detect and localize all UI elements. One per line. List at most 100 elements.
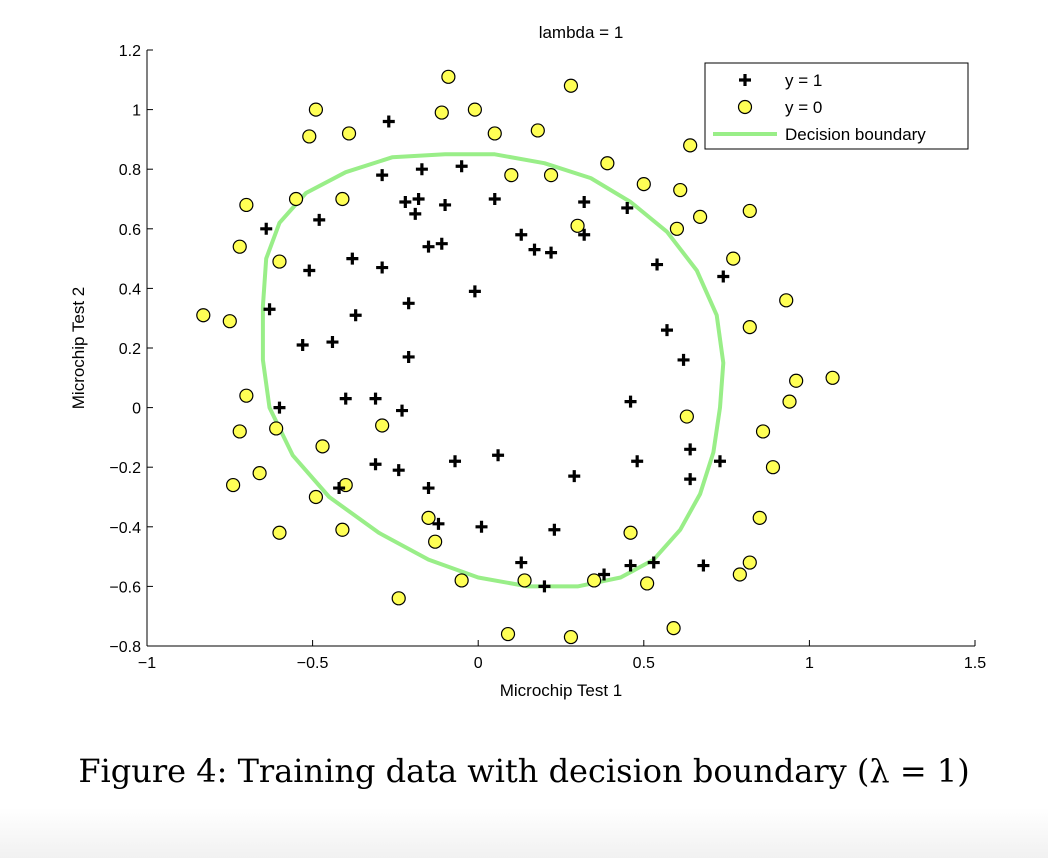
data-point-y0 (269, 421, 284, 436)
x-tick-label: −1 (138, 655, 156, 672)
data-point-y1 (326, 336, 339, 349)
data-point-y1 (412, 193, 425, 205)
x-tick-label: 0 (474, 655, 483, 672)
data-point-y0 (789, 373, 804, 388)
y-tick-label: 0.2 (119, 341, 141, 358)
data-point-y1 (647, 556, 660, 569)
data-point-y1 (468, 285, 481, 298)
data-point-y1 (488, 193, 501, 205)
data-point-y1 (651, 258, 664, 271)
data-point-y1 (515, 228, 528, 241)
data-point-y1 (697, 559, 710, 572)
legend-label: y = 1 (785, 71, 822, 90)
data-point-y0 (517, 573, 532, 588)
legend-marker-y1 (739, 74, 751, 86)
scatter-chart: −1 −0.5 0 0.5 1 1.5 −0.8 −0.6 −0.4 −0.2 0 0.2 0.4 0.6… (69, 23, 986, 700)
data-point-y0 (308, 489, 324, 505)
data-point-y1 (439, 198, 452, 211)
data-point-y0 (239, 197, 254, 213)
data-point-y0 (636, 177, 651, 192)
data-point-y1 (455, 160, 468, 173)
data-point-y1 (578, 228, 591, 241)
data-point-y1 (392, 464, 405, 477)
data-point-y1 (402, 350, 415, 363)
data-point-y0 (222, 314, 237, 329)
data-point-y1 (677, 353, 690, 366)
data-point-y0 (752, 510, 767, 525)
data-point-y0 (679, 409, 694, 424)
data-point-y0 (765, 460, 781, 475)
data-point-y0 (272, 254, 287, 269)
y-tick-label: 0 (132, 401, 141, 418)
data-point-y1 (349, 309, 362, 322)
data-point-y0 (252, 466, 267, 481)
legend-marker-y0 (737, 99, 753, 115)
data-point-y0 (726, 251, 741, 266)
data-point-y1 (296, 339, 309, 352)
data-point-y0 (779, 293, 794, 308)
data-point-y1 (624, 395, 637, 408)
data-point-y0 (441, 69, 456, 84)
data-point-y1 (545, 246, 558, 259)
data-point-y0 (315, 439, 330, 454)
data-point-y0 (421, 510, 436, 525)
page-bottom-shadow (0, 808, 1048, 858)
data-point-y1 (260, 222, 273, 235)
data-point-y0 (335, 191, 350, 207)
y-tick-label: 0.6 (119, 222, 141, 239)
y-axis-label: Microchip Test 2 (69, 287, 88, 410)
data-point-y0 (732, 567, 747, 582)
data-point-y0 (454, 573, 469, 588)
data-point-y1 (369, 392, 382, 405)
data-point-y1 (422, 240, 435, 253)
data-point-y0 (563, 78, 579, 93)
data-point-y0 (467, 102, 482, 117)
data-point-y0 (669, 221, 685, 236)
data-point-y0 (239, 388, 254, 403)
x-tick-label: −0.5 (297, 655, 329, 672)
data-point-y0 (782, 394, 797, 409)
data-point-y1 (713, 455, 726, 468)
data-point-y0 (570, 218, 585, 233)
data-point-y0 (232, 424, 247, 439)
data-point-y0 (673, 182, 688, 198)
data-point-y1 (515, 556, 528, 569)
data-point-y0 (504, 168, 519, 183)
y-tick-label: 0.4 (119, 281, 141, 298)
data-point-y1 (435, 237, 448, 250)
y-tick-label: −0.4 (109, 520, 141, 537)
data-point-y0 (587, 573, 602, 588)
data-point-y0 (530, 123, 545, 138)
data-point-y0 (742, 203, 757, 219)
data-point-y0 (232, 239, 247, 254)
data-point-y0 (742, 320, 757, 335)
data-point-y0 (563, 629, 579, 645)
legend-label: y = 0 (785, 98, 822, 117)
data-point-y1 (303, 264, 316, 277)
x-tick-label: 1.5 (964, 655, 986, 672)
y-tick-label: −0.6 (109, 579, 141, 596)
y-tick-label: −0.2 (109, 460, 141, 477)
data-point-y1 (409, 207, 422, 220)
data-point-y0 (391, 591, 406, 606)
data-point-y1 (684, 443, 697, 456)
data-point-y0 (272, 525, 287, 540)
data-point-y0 (308, 102, 324, 117)
data-point-y1 (422, 482, 435, 495)
data-point-y1 (339, 392, 352, 405)
data-point-y1 (624, 559, 637, 572)
data-point-y1 (492, 449, 505, 462)
data-point-y1 (415, 163, 428, 176)
data-point-y0 (623, 525, 638, 540)
data-point-y0 (434, 105, 449, 120)
data-point-y0 (428, 534, 443, 549)
legend-label: Decision boundary (785, 125, 926, 144)
x-tick-label: 0.5 (633, 655, 655, 672)
data-point-y1 (376, 261, 389, 274)
data-point-y0 (226, 477, 241, 493)
data-point-y1 (684, 473, 697, 486)
y-tick-label: 1.2 (119, 43, 141, 60)
data-point-y1 (449, 455, 462, 468)
data-point-y0 (742, 555, 757, 570)
data-point-y1 (475, 520, 488, 533)
